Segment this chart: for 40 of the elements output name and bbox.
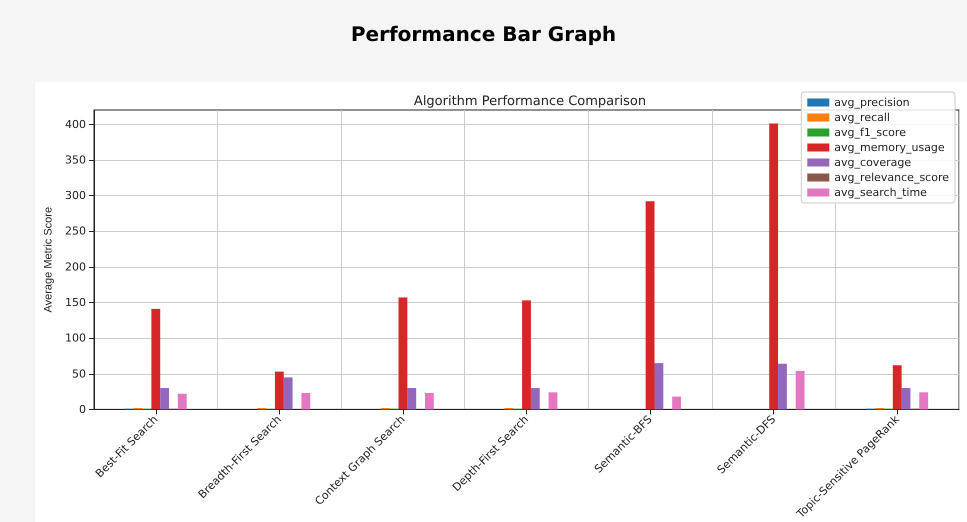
bar xyxy=(672,396,681,410)
bar xyxy=(769,124,778,410)
bar xyxy=(151,308,160,410)
bar xyxy=(778,364,787,410)
bar xyxy=(160,388,170,410)
bar xyxy=(892,365,902,410)
y-tick-label: 300 xyxy=(65,189,86,202)
y-tick-label: 350 xyxy=(65,153,86,166)
bar xyxy=(646,201,654,410)
y-tick-label: 250 xyxy=(65,224,86,238)
y-tick-label: 200 xyxy=(65,260,86,274)
legend-label: avg_memory_usage xyxy=(834,141,945,154)
bar xyxy=(398,297,408,410)
bar xyxy=(424,393,434,410)
bar xyxy=(530,388,540,410)
legend-label: avg_search_time xyxy=(834,186,928,199)
bar xyxy=(178,394,187,410)
bar xyxy=(796,370,805,410)
y-tick-label: 400 xyxy=(65,118,86,131)
chart-title: Performance Bar Graph xyxy=(350,22,618,46)
bar xyxy=(654,363,664,410)
legend-label: avg_f1_score xyxy=(834,126,906,139)
y-tick-label: 0 xyxy=(79,402,86,416)
bar xyxy=(284,377,293,410)
y-tick-label: 150 xyxy=(65,296,86,309)
y-axis-title: Average Metric Score xyxy=(42,206,54,312)
bar xyxy=(301,393,310,410)
bar xyxy=(548,392,558,410)
bar xyxy=(919,392,928,410)
legend-label: avg_relevance_score xyxy=(834,171,950,184)
chart-subtitle: Algorithm Performance Comparison xyxy=(414,94,646,109)
bar xyxy=(274,372,284,410)
y-tick-label: 50 xyxy=(72,367,86,380)
legend-label: avg_recall xyxy=(834,111,890,124)
legend-label: avg_precision xyxy=(834,96,910,109)
y-tick-label: 100 xyxy=(65,332,86,345)
bar xyxy=(522,300,531,410)
bar xyxy=(407,388,416,410)
bar xyxy=(902,388,910,410)
legend-label: avg_coverage xyxy=(834,156,912,169)
